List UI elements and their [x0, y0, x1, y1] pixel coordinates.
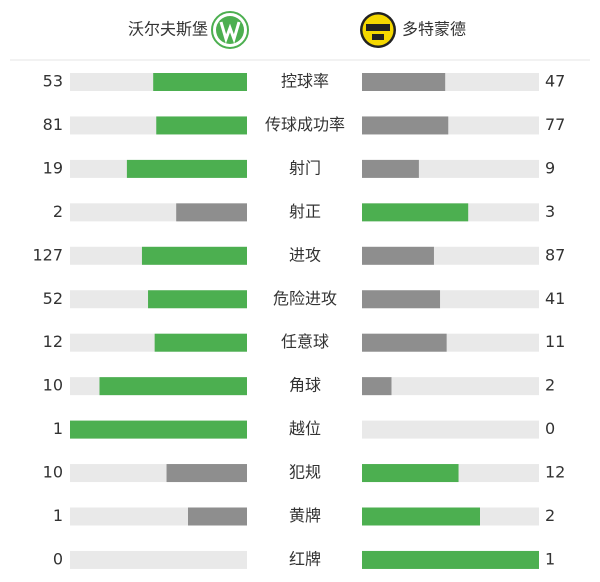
- home-bar: [99, 377, 247, 396]
- track: [362, 420, 539, 439]
- stat-label: 危险进攻: [273, 289, 337, 308]
- away-value: 87: [545, 245, 565, 264]
- stat-label: 控球率: [281, 72, 329, 91]
- home-value: 53: [43, 72, 63, 91]
- home-value: 10: [43, 463, 63, 482]
- home-value: 12: [43, 332, 63, 351]
- home-logo: [211, 11, 249, 49]
- away-value: 77: [545, 115, 565, 134]
- away-bar: [362, 333, 447, 352]
- home-bar: [70, 420, 247, 439]
- away-bar: [362, 203, 469, 222]
- home-value: 10: [43, 376, 63, 395]
- stat-label: 犯规: [289, 463, 321, 482]
- away-value: 1: [545, 549, 555, 568]
- home-bar: [126, 159, 247, 178]
- stat-label: 任意球: [281, 332, 329, 351]
- home-bar: [148, 290, 247, 309]
- home-value: 19: [43, 158, 63, 177]
- stat-label: 越位: [289, 419, 321, 438]
- track: [70, 550, 247, 569]
- away-bar: [362, 507, 480, 526]
- stat-label: 射正: [289, 202, 321, 221]
- stat-label: 进攻: [289, 245, 321, 264]
- away-bar: [362, 290, 441, 309]
- home-value: 52: [43, 289, 63, 308]
- home-value: 1: [53, 506, 63, 525]
- away-value: 12: [545, 463, 565, 482]
- stat-label: 射门: [289, 158, 321, 177]
- stat-label: 角球: [289, 376, 321, 395]
- away-value: 3: [545, 202, 555, 221]
- stat-label: 传球成功率: [265, 115, 345, 134]
- away-value: 0: [545, 419, 555, 438]
- away-value: 2: [545, 506, 555, 525]
- away-bar: [362, 159, 419, 178]
- home-bar: [141, 246, 247, 265]
- away-value: 2: [545, 376, 555, 395]
- home-value: 2: [53, 202, 63, 221]
- home-value: 0: [53, 549, 63, 568]
- away-bar: [362, 550, 539, 569]
- home-bar: [153, 73, 247, 91]
- home-bar: [188, 507, 247, 526]
- home-bar: [166, 464, 247, 483]
- away-value: 11: [545, 332, 565, 351]
- home-bar: [154, 333, 247, 352]
- away-value: 47: [545, 72, 565, 91]
- home-value: 81: [43, 115, 63, 134]
- away-bar: [362, 377, 392, 396]
- home-value: 1: [53, 419, 63, 438]
- away-value: 41: [545, 289, 565, 308]
- away-bar: [362, 246, 434, 265]
- away-bar: [362, 464, 459, 483]
- away-team: 多特蒙德: [402, 20, 466, 39]
- home-value: 127: [32, 245, 63, 264]
- away-bar: [362, 116, 449, 135]
- home-team: 沃尔夫斯堡: [128, 20, 208, 39]
- home-bar: [176, 203, 247, 222]
- stat-label: 红牌: [289, 549, 321, 568]
- away-logo: [360, 12, 396, 48]
- away-value: 9: [545, 158, 555, 177]
- stat-label: 黄牌: [289, 506, 321, 525]
- away-bar: [362, 73, 446, 91]
- track: [362, 377, 539, 396]
- home-bar: [156, 116, 247, 135]
